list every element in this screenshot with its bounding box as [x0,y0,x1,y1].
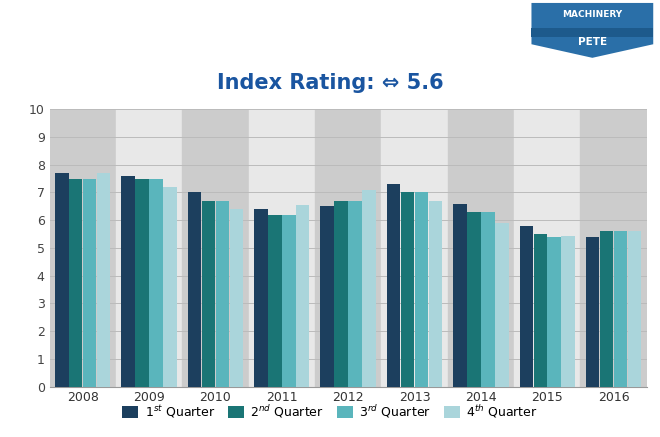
Bar [249,109,315,387]
Text: Self-Propelled Sprayers: Self-Propelled Sprayers [16,19,255,37]
Bar [514,109,580,387]
Text: PETE: PETE [578,38,607,48]
Polygon shape [531,3,653,58]
Bar [580,109,647,387]
Bar [83,179,96,387]
Bar [362,190,376,387]
Bar [519,226,533,387]
Bar [335,201,348,387]
Bar [69,179,82,387]
Bar [97,173,110,387]
Bar [182,109,249,387]
Bar [495,223,509,387]
Bar [202,201,215,387]
Bar [254,209,268,387]
Bar [414,192,428,387]
Bar [586,237,599,387]
Bar [296,205,310,387]
Bar [600,231,613,387]
Bar [216,201,229,387]
Bar [387,184,401,387]
Polygon shape [531,28,653,37]
Bar [268,215,282,387]
Bar [401,192,414,387]
Bar [381,109,447,387]
Bar [50,109,116,387]
Bar [163,187,177,387]
Bar [562,236,575,387]
Bar [230,209,243,387]
Bar [282,215,296,387]
Bar [55,173,69,387]
Bar [428,201,442,387]
Bar [116,109,182,387]
Bar [321,206,334,387]
Bar [614,231,628,387]
Bar [315,109,381,387]
Bar [533,234,547,387]
Bar [135,179,149,387]
Bar [628,231,642,387]
Bar [348,201,362,387]
Bar [149,179,163,387]
Text: Index Rating: ⇔ 5.6: Index Rating: ⇔ 5.6 [216,73,444,93]
Text: MACHINERY: MACHINERY [562,10,622,19]
Bar [187,192,201,387]
Bar [481,212,494,387]
Bar [453,204,467,387]
Bar [121,176,135,387]
Bar [547,237,561,387]
Legend: 1$^{st}$ Quarter, 2$^{nd}$ Quarter, 3$^{rd}$ Quarter, 4$^{th}$ Quarter: 1$^{st}$ Quarter, 2$^{nd}$ Quarter, 3$^{… [117,398,543,426]
Bar [467,212,480,387]
Bar [447,109,514,387]
